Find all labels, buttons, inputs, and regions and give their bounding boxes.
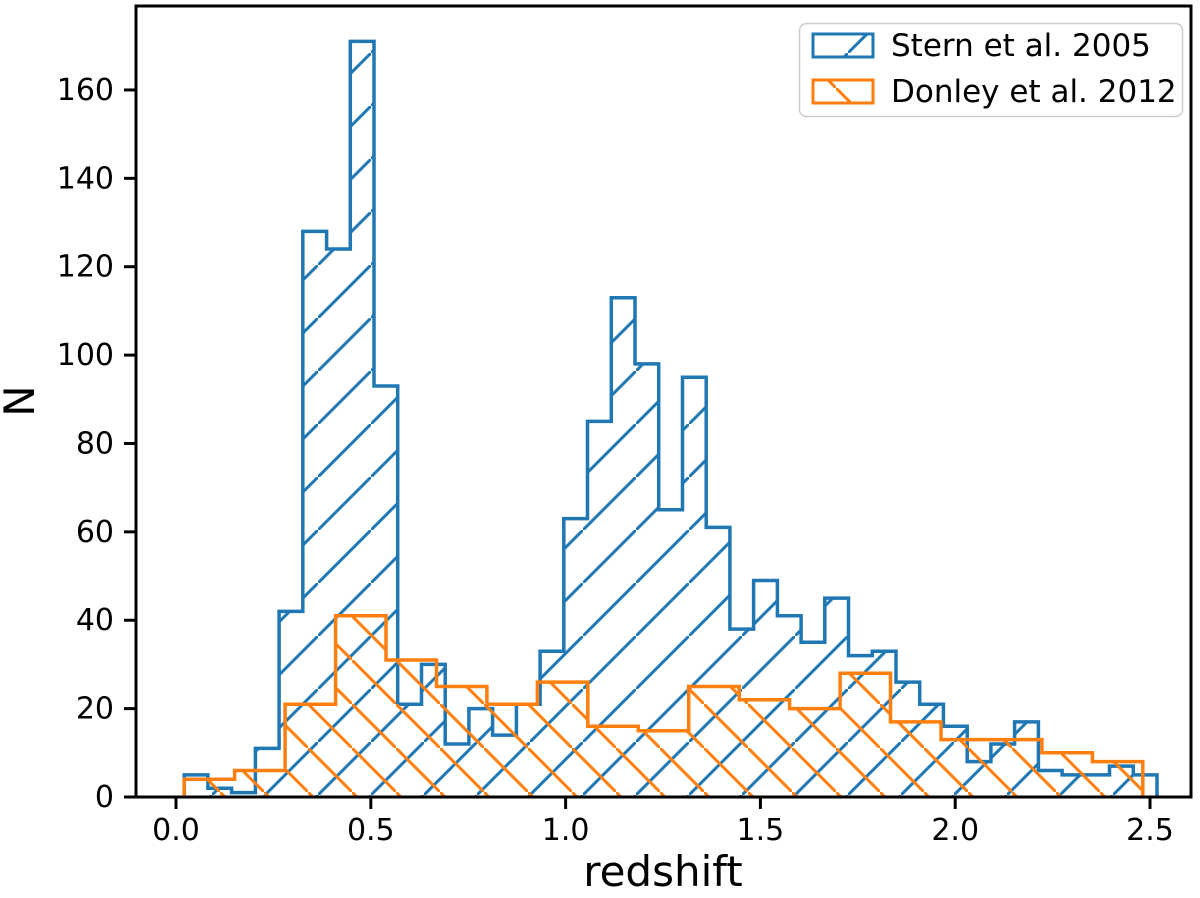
x-tick-label: 0.5 — [347, 813, 395, 848]
y-tick-label: 20 — [76, 692, 114, 727]
y-tick-label: 0 — [95, 780, 114, 815]
x-tick-label: 1.5 — [737, 813, 785, 848]
y-tick-label: 60 — [76, 515, 114, 550]
y-tick-label: 100 — [57, 338, 114, 373]
x-tick-label: 0.0 — [152, 813, 200, 848]
plot-area-border — [134, 4, 1193, 799]
series-donley-et-al-2012-outline — [182, 614, 1145, 798]
x-tick-label: 2.0 — [931, 813, 979, 848]
legend-swatch-donley — [811, 78, 875, 105]
legend-label-donley: Donley et al. 2012 — [891, 74, 1177, 110]
legend-swatch-stern — [811, 32, 875, 59]
x-axis-label: redshift — [583, 847, 743, 896]
legend-label-stern: Stern et al. 2005 — [891, 28, 1151, 64]
y-tick-label: 120 — [57, 250, 114, 285]
series-layer — [182, 39, 1159, 798]
x-tick-label: 2.5 — [1126, 813, 1174, 848]
tick-layer: 0.0 0.5 1.0 1.5 2.0 2.5 0 20 40 60 80 100 120 140 160 — [57, 73, 1174, 848]
y-tick-label: 40 — [76, 603, 114, 638]
y-tick-label: 140 — [57, 161, 114, 196]
y-axis-label: N — [0, 385, 44, 416]
x-tick-label: 1.0 — [542, 813, 590, 848]
y-tick-label: 160 — [57, 73, 114, 108]
series-stern-et-al-2005-hatch-fill — [184, 41, 1158, 797]
legend: Stern et al. 2005 Donley et al. 2012 — [798, 22, 1184, 118]
y-tick-label: 80 — [76, 426, 114, 461]
legend-box — [798, 22, 1184, 118]
